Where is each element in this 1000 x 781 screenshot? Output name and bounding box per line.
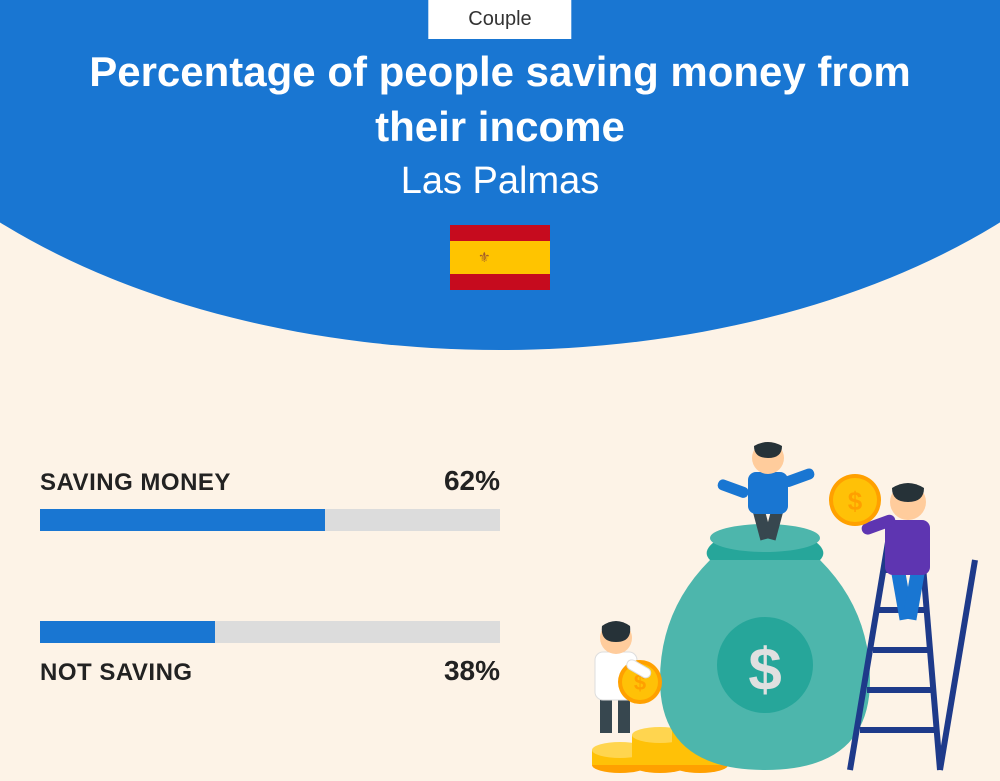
bar-label: SAVING MONEY — [40, 469, 231, 497]
location-subtitle: Las Palmas — [401, 160, 600, 203]
savings-illustration: $ $ $ — [560, 430, 980, 776]
bar-fill — [40, 621, 215, 643]
bar-fill — [40, 509, 325, 531]
bar-saving-money: SAVING MONEY 62% — [40, 465, 500, 531]
bars-section: SAVING MONEY 62% NOT SAVING 38% — [40, 465, 500, 777]
spain-flag-icon: ⚜ — [450, 225, 550, 290]
bar-track — [40, 621, 500, 643]
bar-percent: 38% — [444, 655, 500, 687]
page-title: Percentage of people saving money from t… — [50, 45, 950, 154]
bar-track — [40, 509, 500, 531]
bar-not-saving: NOT SAVING 38% — [40, 621, 500, 687]
svg-text:$: $ — [748, 636, 781, 703]
svg-text:$: $ — [848, 486, 863, 516]
category-tab: Couple — [428, 0, 571, 39]
bar-label: NOT SAVING — [40, 659, 193, 687]
bar-percent: 62% — [444, 465, 500, 497]
